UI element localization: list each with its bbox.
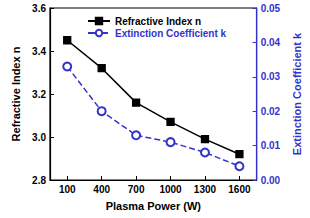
svg-text:400: 400 bbox=[93, 184, 110, 195]
svg-text:100: 100 bbox=[59, 184, 76, 195]
svg-text:0.05: 0.05 bbox=[261, 3, 281, 14]
svg-text:Refractive Index n: Refractive Index n bbox=[115, 16, 201, 27]
svg-text:0.00: 0.00 bbox=[261, 175, 281, 186]
svg-text:1600: 1600 bbox=[228, 184, 251, 195]
svg-text:3.4: 3.4 bbox=[32, 46, 46, 57]
svg-text:Extinction Coefficient k: Extinction Coefficient k bbox=[115, 28, 227, 39]
svg-text:1300: 1300 bbox=[194, 184, 217, 195]
svg-text:700: 700 bbox=[128, 184, 145, 195]
svg-text:0.04: 0.04 bbox=[261, 37, 281, 48]
svg-text:0.01: 0.01 bbox=[261, 140, 281, 151]
svg-text:2.8: 2.8 bbox=[32, 175, 46, 186]
svg-text:1000: 1000 bbox=[159, 184, 182, 195]
svg-text:0.02: 0.02 bbox=[261, 106, 281, 117]
svg-text:3.2: 3.2 bbox=[32, 89, 46, 100]
svg-text:Extinction Coefficient k: Extinction Coefficient k bbox=[291, 32, 303, 155]
svg-text:0.03: 0.03 bbox=[261, 71, 281, 82]
svg-text:3.6: 3.6 bbox=[32, 3, 46, 14]
svg-text:Plasma Power (W): Plasma Power (W) bbox=[106, 200, 202, 212]
svg-text:Refractive Index n: Refractive Index n bbox=[10, 46, 22, 141]
svg-text:3.0: 3.0 bbox=[32, 132, 46, 143]
